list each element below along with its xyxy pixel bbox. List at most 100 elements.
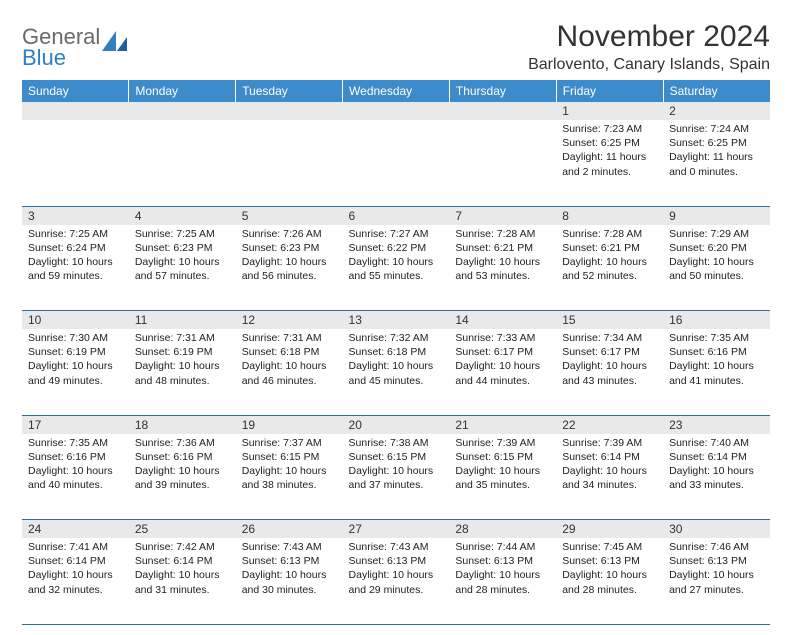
sunset-text: Sunset: 6:22 PM xyxy=(349,241,444,255)
sunrise-text: Sunrise: 7:46 AM xyxy=(669,540,764,554)
sunrise-text: Sunrise: 7:36 AM xyxy=(135,436,230,450)
day-cell: Sunrise: 7:39 AMSunset: 6:15 PMDaylight:… xyxy=(449,434,556,520)
day-body-row: Sunrise: 7:41 AMSunset: 6:14 PMDaylight:… xyxy=(22,538,770,624)
sunrise-text: Sunrise: 7:25 AM xyxy=(135,227,230,241)
title-block: November 2024 Barlovento, Canary Islands… xyxy=(528,20,770,74)
daylight-text: Daylight: 10 hours and 32 minutes. xyxy=(28,568,123,596)
day-number-row: 10111213141516 xyxy=(22,311,770,330)
day-details: Sunrise: 7:42 AMSunset: 6:14 PMDaylight:… xyxy=(129,538,236,601)
sunset-text: Sunset: 6:14 PM xyxy=(562,450,657,464)
daylight-text: Daylight: 10 hours and 29 minutes. xyxy=(349,568,444,596)
day-details: Sunrise: 7:46 AMSunset: 6:13 PMDaylight:… xyxy=(663,538,770,601)
day-cell: Sunrise: 7:37 AMSunset: 6:15 PMDaylight:… xyxy=(236,434,343,520)
day-cell: Sunrise: 7:35 AMSunset: 6:16 PMDaylight:… xyxy=(22,434,129,520)
sunrise-text: Sunrise: 7:39 AM xyxy=(562,436,657,450)
sunrise-text: Sunrise: 7:39 AM xyxy=(455,436,550,450)
sunrise-text: Sunrise: 7:28 AM xyxy=(562,227,657,241)
day-details: Sunrise: 7:29 AMSunset: 6:20 PMDaylight:… xyxy=(663,225,770,288)
day-details: Sunrise: 7:25 AMSunset: 6:24 PMDaylight:… xyxy=(22,225,129,288)
sunrise-text: Sunrise: 7:32 AM xyxy=(349,331,444,345)
day-cell: Sunrise: 7:40 AMSunset: 6:14 PMDaylight:… xyxy=(663,434,770,520)
day-details: Sunrise: 7:36 AMSunset: 6:16 PMDaylight:… xyxy=(129,434,236,497)
month-title: November 2024 xyxy=(528,20,770,54)
calendar-table: Sunday Monday Tuesday Wednesday Thursday… xyxy=(22,80,770,625)
day-number: 26 xyxy=(236,520,343,539)
day-details: Sunrise: 7:43 AMSunset: 6:13 PMDaylight:… xyxy=(343,538,450,601)
day-number: 14 xyxy=(449,311,556,330)
day-details: Sunrise: 7:39 AMSunset: 6:15 PMDaylight:… xyxy=(449,434,556,497)
day-details: Sunrise: 7:40 AMSunset: 6:14 PMDaylight:… xyxy=(663,434,770,497)
day-details: Sunrise: 7:39 AMSunset: 6:14 PMDaylight:… xyxy=(556,434,663,497)
sunrise-text: Sunrise: 7:35 AM xyxy=(28,436,123,450)
day-details: Sunrise: 7:44 AMSunset: 6:13 PMDaylight:… xyxy=(449,538,556,601)
day-number xyxy=(129,102,236,120)
daylight-text: Daylight: 11 hours and 0 minutes. xyxy=(669,150,764,178)
day-number xyxy=(236,102,343,120)
day-details: Sunrise: 7:35 AMSunset: 6:16 PMDaylight:… xyxy=(22,434,129,497)
day-details: Sunrise: 7:26 AMSunset: 6:23 PMDaylight:… xyxy=(236,225,343,288)
weekday-header-row: Sunday Monday Tuesday Wednesday Thursday… xyxy=(22,80,770,102)
sunset-text: Sunset: 6:19 PM xyxy=(28,345,123,359)
day-cell: Sunrise: 7:24 AMSunset: 6:25 PMDaylight:… xyxy=(663,120,770,206)
day-cell: Sunrise: 7:43 AMSunset: 6:13 PMDaylight:… xyxy=(343,538,450,624)
sunrise-text: Sunrise: 7:41 AM xyxy=(28,540,123,554)
daylight-text: Daylight: 10 hours and 31 minutes. xyxy=(135,568,230,596)
sunrise-text: Sunrise: 7:28 AM xyxy=(455,227,550,241)
day-cell xyxy=(129,120,236,206)
sunset-text: Sunset: 6:23 PM xyxy=(135,241,230,255)
daylight-text: Daylight: 10 hours and 30 minutes. xyxy=(242,568,337,596)
day-number xyxy=(343,102,450,120)
sunrise-text: Sunrise: 7:31 AM xyxy=(242,331,337,345)
sunset-text: Sunset: 6:23 PM xyxy=(242,241,337,255)
day-number: 28 xyxy=(449,520,556,539)
sunset-text: Sunset: 6:13 PM xyxy=(562,554,657,568)
day-cell: Sunrise: 7:35 AMSunset: 6:16 PMDaylight:… xyxy=(663,329,770,415)
sunset-text: Sunset: 6:18 PM xyxy=(349,345,444,359)
sail-icon xyxy=(102,31,128,58)
day-number xyxy=(22,102,129,120)
sunset-text: Sunset: 6:13 PM xyxy=(349,554,444,568)
sunrise-text: Sunrise: 7:33 AM xyxy=(455,331,550,345)
daylight-text: Daylight: 10 hours and 52 minutes. xyxy=(562,255,657,283)
day-cell xyxy=(449,120,556,206)
day-details: Sunrise: 7:31 AMSunset: 6:18 PMDaylight:… xyxy=(236,329,343,392)
sunset-text: Sunset: 6:15 PM xyxy=(349,450,444,464)
sunrise-text: Sunrise: 7:42 AM xyxy=(135,540,230,554)
sunset-text: Sunset: 6:24 PM xyxy=(28,241,123,255)
sunset-text: Sunset: 6:15 PM xyxy=(455,450,550,464)
day-number: 24 xyxy=(22,520,129,539)
day-number-row: 24252627282930 xyxy=(22,520,770,539)
day-number: 2 xyxy=(663,102,770,120)
sunset-text: Sunset: 6:17 PM xyxy=(455,345,550,359)
day-number: 16 xyxy=(663,311,770,330)
daylight-text: Daylight: 10 hours and 37 minutes. xyxy=(349,464,444,492)
day-details: Sunrise: 7:33 AMSunset: 6:17 PMDaylight:… xyxy=(449,329,556,392)
day-cell: Sunrise: 7:28 AMSunset: 6:21 PMDaylight:… xyxy=(449,225,556,311)
sunrise-text: Sunrise: 7:45 AM xyxy=(562,540,657,554)
daylight-text: Daylight: 10 hours and 39 minutes. xyxy=(135,464,230,492)
daylight-text: Daylight: 10 hours and 40 minutes. xyxy=(28,464,123,492)
day-cell: Sunrise: 7:38 AMSunset: 6:15 PMDaylight:… xyxy=(343,434,450,520)
day-cell: Sunrise: 7:39 AMSunset: 6:14 PMDaylight:… xyxy=(556,434,663,520)
sunrise-text: Sunrise: 7:30 AM xyxy=(28,331,123,345)
sunrise-text: Sunrise: 7:34 AM xyxy=(562,331,657,345)
day-cell: Sunrise: 7:36 AMSunset: 6:16 PMDaylight:… xyxy=(129,434,236,520)
day-number: 20 xyxy=(343,415,450,434)
day-number: 1 xyxy=(556,102,663,120)
day-details: Sunrise: 7:24 AMSunset: 6:25 PMDaylight:… xyxy=(663,120,770,183)
daylight-text: Daylight: 10 hours and 27 minutes. xyxy=(669,568,764,596)
day-cell: Sunrise: 7:46 AMSunset: 6:13 PMDaylight:… xyxy=(663,538,770,624)
day-cell: Sunrise: 7:30 AMSunset: 6:19 PMDaylight:… xyxy=(22,329,129,415)
sunset-text: Sunset: 6:14 PM xyxy=(135,554,230,568)
weekday-header: Saturday xyxy=(663,80,770,102)
daylight-text: Daylight: 10 hours and 38 minutes. xyxy=(242,464,337,492)
day-number: 3 xyxy=(22,206,129,225)
weekday-header: Thursday xyxy=(449,80,556,102)
sunset-text: Sunset: 6:21 PM xyxy=(562,241,657,255)
sunrise-text: Sunrise: 7:25 AM xyxy=(28,227,123,241)
sunset-text: Sunset: 6:16 PM xyxy=(669,345,764,359)
sunset-text: Sunset: 6:16 PM xyxy=(28,450,123,464)
day-number xyxy=(449,102,556,120)
day-details: Sunrise: 7:34 AMSunset: 6:17 PMDaylight:… xyxy=(556,329,663,392)
day-number: 5 xyxy=(236,206,343,225)
